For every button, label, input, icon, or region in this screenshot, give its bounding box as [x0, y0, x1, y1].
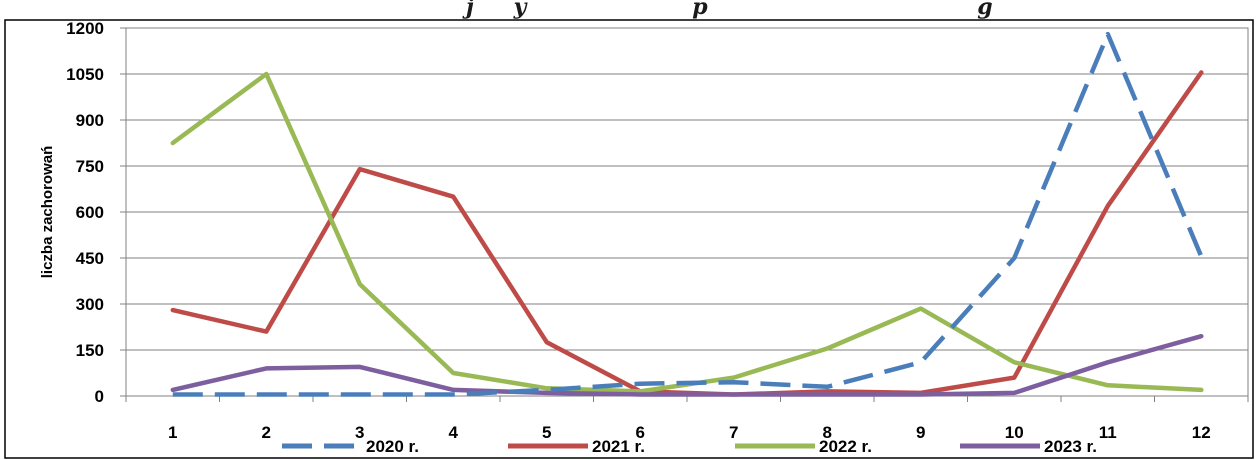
x-tick-label: 4: [449, 423, 459, 442]
series-line-2022: [170, 71, 1204, 394]
y-tick-label: 600: [76, 203, 104, 222]
series-line-2023: [170, 333, 1204, 397]
y-tick-label: 300: [76, 295, 104, 314]
x-tick-label: 12: [1192, 423, 1211, 442]
chart-title-fragment: y: [513, 0, 529, 20]
legend-label: 2022 r.: [819, 437, 872, 456]
x-tick-label: 9: [916, 423, 925, 442]
x-tick-label: 3: [355, 423, 364, 442]
legend-label: 2023 r.: [1044, 437, 1097, 456]
legend-label: 2021 r.: [592, 437, 645, 456]
y-tick-label: 450: [76, 249, 104, 268]
y-axis: 0 150 300 450 600 750 900 1050 1200: [66, 19, 126, 406]
y-tick-label: 1200: [66, 19, 104, 38]
legend: 2020 r. 2021 r. 2022 r. 2023 r.: [282, 437, 1097, 456]
chart-title-fragment: g: [977, 0, 992, 20]
x-axis: 1 2 3 4 5 6 7 8 9 10 11 12: [125, 396, 1249, 442]
y-tick-label: 150: [76, 341, 104, 360]
gridlines: [126, 27, 1248, 397]
chart-title-fragment: p: [692, 0, 708, 20]
x-tick-label: 8: [823, 423, 832, 442]
y-tick-label: 1050: [66, 65, 104, 84]
y-tick-label: 900: [76, 111, 104, 130]
x-tick-label: 1: [168, 423, 177, 442]
x-tick-label: 11: [1099, 423, 1117, 442]
x-tick-label: 6: [636, 423, 645, 442]
legend-label: 2020 r.: [366, 437, 419, 456]
x-tick-label: 2: [262, 423, 271, 442]
chart-title-fragment: j: [462, 0, 474, 20]
y-tick-label: 0: [95, 387, 104, 406]
y-axis-label: liczba zachorowań: [39, 146, 56, 279]
x-tick-label: 5: [542, 423, 551, 442]
chart-border: [4, 19, 1254, 459]
y-tick-label: 750: [76, 157, 104, 176]
x-tick-label: 10: [1005, 423, 1024, 442]
series-line-2021: [170, 70, 1204, 397]
x-tick-label: 7: [729, 423, 738, 442]
series-line-2020: [172, 31, 1204, 397]
series-lines: [170, 31, 1204, 397]
